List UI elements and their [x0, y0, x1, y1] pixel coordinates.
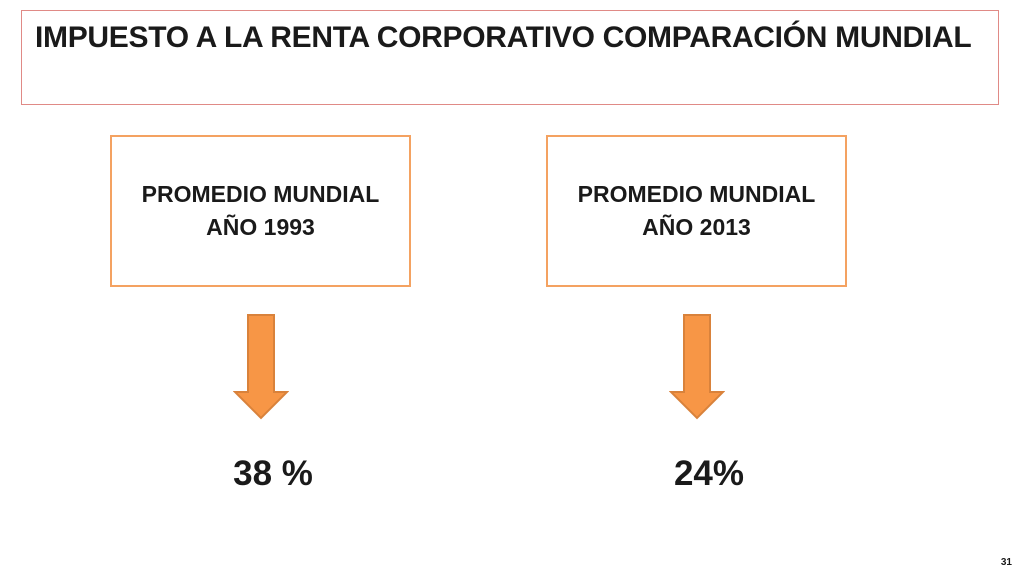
card-2013: PROMEDIO MUNDIAL AÑO 2013 — [546, 135, 847, 287]
slide-title: IMPUESTO A LA RENTA CORPORATIVO COMPARAC… — [35, 21, 972, 54]
page-number: 31 — [1000, 557, 1012, 568]
card-2013-label: PROMEDIO MUNDIAL — [577, 181, 816, 207]
card-1993: PROMEDIO MUNDIAL AÑO 1993 — [110, 135, 411, 287]
value-1993: 38 % — [233, 454, 313, 493]
title-box: IMPUESTO A LA RENTA CORPORATIVO COMPARAC… — [21, 10, 999, 105]
card-1993-label: PROMEDIO MUNDIAL — [141, 181, 380, 207]
card-1993-year: AÑO 1993 — [206, 214, 315, 240]
card-2013-year: AÑO 2013 — [642, 214, 751, 240]
arrow-down-icon — [669, 314, 725, 420]
arrow-down-icon — [233, 314, 289, 420]
value-2013: 24% — [673, 454, 745, 493]
